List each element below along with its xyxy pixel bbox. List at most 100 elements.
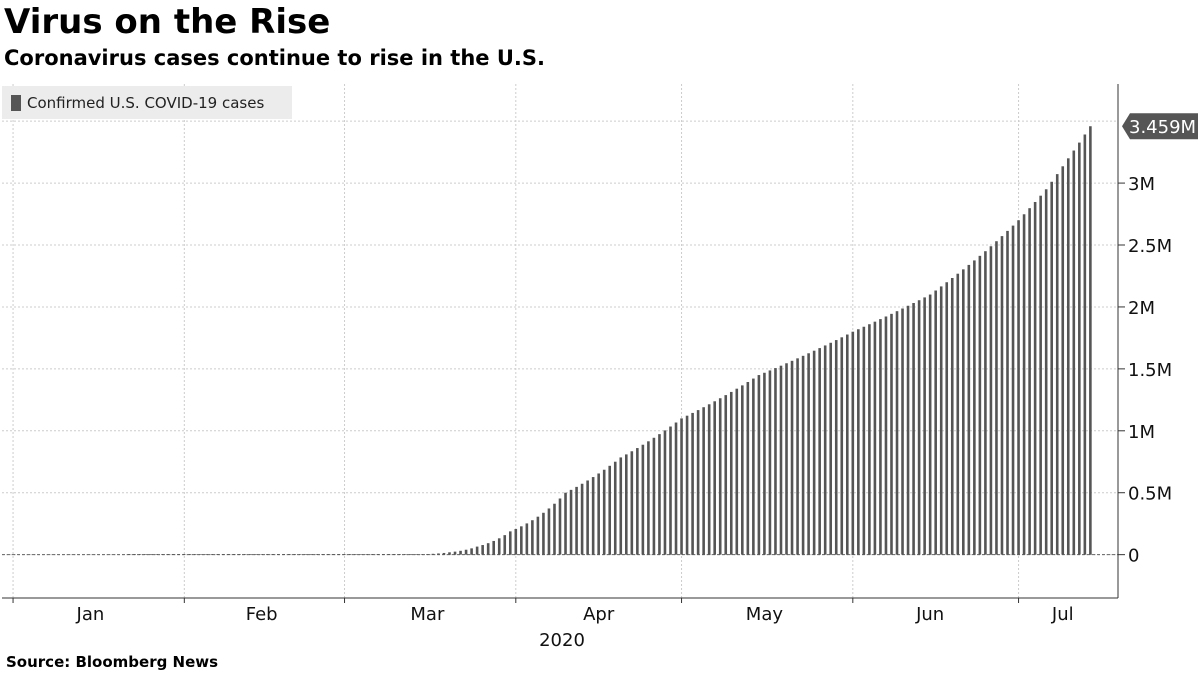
bar bbox=[398, 554, 402, 555]
bar bbox=[497, 538, 501, 555]
bar bbox=[370, 554, 374, 555]
bar bbox=[431, 553, 435, 555]
bar bbox=[442, 552, 446, 555]
bar bbox=[801, 355, 805, 555]
bar bbox=[912, 303, 915, 555]
bar bbox=[602, 469, 606, 555]
bar bbox=[597, 473, 600, 555]
bar bbox=[276, 554, 280, 555]
bar bbox=[166, 554, 170, 555]
x-tick-label: Jan bbox=[76, 604, 105, 625]
bar bbox=[183, 554, 186, 555]
bar bbox=[127, 554, 131, 555]
bar bbox=[1033, 201, 1037, 555]
bar bbox=[337, 554, 341, 555]
bar bbox=[542, 512, 545, 555]
bar bbox=[536, 516, 540, 555]
bar bbox=[1028, 208, 1031, 555]
bar bbox=[763, 372, 766, 555]
bar bbox=[1011, 225, 1015, 555]
bar bbox=[392, 554, 396, 555]
bar bbox=[569, 489, 573, 555]
bar bbox=[973, 260, 976, 555]
bar bbox=[564, 492, 567, 555]
bar bbox=[243, 554, 247, 555]
bar bbox=[475, 546, 479, 555]
bar bbox=[685, 415, 689, 555]
bar bbox=[768, 370, 772, 555]
bar bbox=[265, 554, 269, 555]
bar bbox=[829, 342, 833, 555]
bar bbox=[304, 554, 308, 555]
bar bbox=[155, 554, 158, 555]
bar bbox=[531, 520, 534, 555]
bar bbox=[890, 313, 893, 555]
bar bbox=[1083, 134, 1087, 555]
bar bbox=[647, 441, 650, 555]
bar bbox=[625, 454, 628, 555]
bar bbox=[630, 451, 634, 555]
bar bbox=[857, 329, 860, 555]
bar bbox=[580, 483, 584, 555]
bar bbox=[790, 360, 794, 555]
x-tick-label: Jul bbox=[1051, 604, 1074, 625]
bar bbox=[774, 368, 777, 555]
bar bbox=[1017, 220, 1020, 555]
bar bbox=[365, 554, 368, 555]
bar bbox=[674, 422, 678, 555]
bar bbox=[873, 321, 877, 555]
bar bbox=[917, 300, 921, 555]
bar bbox=[746, 382, 750, 555]
bar bbox=[348, 554, 352, 555]
bar bbox=[945, 282, 949, 555]
bar bbox=[133, 554, 136, 555]
bar bbox=[906, 305, 910, 555]
bar bbox=[834, 340, 838, 555]
bar bbox=[249, 554, 252, 555]
bar bbox=[470, 548, 473, 555]
bar bbox=[984, 251, 987, 555]
bar bbox=[641, 444, 645, 555]
bar bbox=[481, 545, 484, 555]
bar bbox=[453, 551, 457, 555]
bar bbox=[1061, 166, 1065, 555]
bar bbox=[879, 319, 882, 555]
bar bbox=[503, 535, 507, 555]
bar bbox=[652, 437, 656, 555]
y-tick-label: 0 bbox=[1128, 546, 1139, 567]
bar bbox=[724, 395, 728, 555]
bar bbox=[586, 480, 589, 555]
bar bbox=[260, 554, 263, 555]
bar bbox=[343, 554, 346, 555]
bar bbox=[227, 554, 230, 555]
bar bbox=[420, 554, 424, 555]
bar bbox=[387, 554, 391, 555]
bar bbox=[221, 554, 225, 555]
bar bbox=[989, 246, 993, 555]
bar bbox=[779, 365, 783, 555]
bar bbox=[862, 326, 866, 555]
legend-background bbox=[2, 86, 292, 119]
bar bbox=[216, 554, 219, 555]
bar bbox=[901, 308, 904, 555]
bar bbox=[845, 334, 849, 555]
bar bbox=[868, 324, 871, 555]
bar bbox=[669, 426, 672, 555]
bar bbox=[796, 358, 799, 555]
bar bbox=[486, 543, 490, 555]
bar bbox=[1078, 142, 1081, 555]
bar bbox=[171, 554, 175, 555]
bar bbox=[188, 554, 192, 555]
bar bbox=[707, 404, 711, 555]
last-value-label: 3.459M bbox=[1129, 117, 1196, 138]
bar bbox=[293, 554, 297, 555]
bar bbox=[608, 465, 612, 555]
bars bbox=[127, 126, 1092, 555]
bar bbox=[962, 269, 965, 555]
bar bbox=[691, 412, 694, 555]
bar bbox=[812, 350, 816, 555]
bar bbox=[718, 398, 722, 555]
bar bbox=[1044, 189, 1048, 555]
bar bbox=[149, 554, 153, 555]
x-tick-label: Apr bbox=[583, 604, 615, 625]
